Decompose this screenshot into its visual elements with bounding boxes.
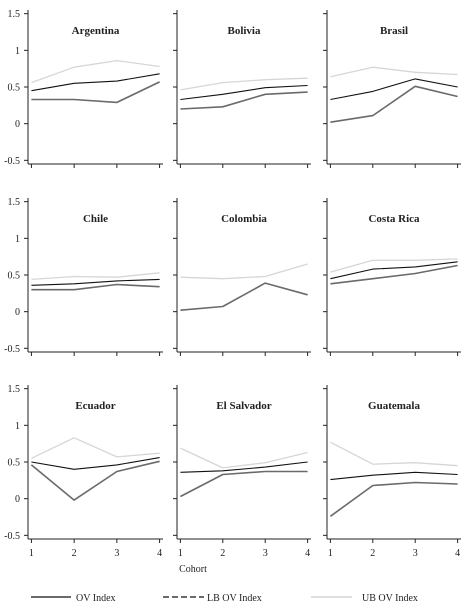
y-tick-label: 1 (15, 234, 20, 245)
panel-title: Colombia (221, 213, 267, 225)
legend-item-ub-ov-index: UB OV Index (311, 593, 418, 604)
panel-bolivia: Bolivia (173, 10, 311, 168)
panel-el-salvador: 1 2 3 4 El Salvador (173, 385, 311, 559)
x-tick-label: 1 (178, 548, 183, 559)
ub-series-line (180, 263, 308, 280)
panel-ecuador: -0.5 0 0.5 1 1.5 1 2 3 4 Ecuador (4, 384, 163, 559)
x-tick-label: 2 (370, 548, 375, 559)
panel-title: Ecuador (75, 400, 115, 412)
y-tick-label: -0.5 (4, 344, 20, 355)
ub-series-line (31, 272, 160, 281)
x-tick-label: 2 (220, 548, 225, 559)
panel-colombia: Colombia (173, 198, 311, 356)
y-tick-label: 1.5 (8, 384, 21, 395)
ub-series-line (180, 447, 308, 469)
panel-guatemala: 1 2 3 4 Guatemala (323, 385, 461, 559)
ub-series-line (180, 77, 308, 91)
y-tick-label: 0 (15, 119, 20, 130)
ov-series-line (180, 84, 308, 101)
y-tick-label: -0.5 (4, 531, 20, 542)
panel-title: Guatemala (368, 400, 420, 412)
ov-series-line (330, 78, 458, 101)
y-tick-label: 0.5 (8, 271, 21, 282)
y-tick-label: 1.5 (8, 9, 21, 20)
x-tick-label: 3 (114, 548, 119, 559)
x-tick-label: 4 (157, 548, 162, 559)
x-tick-label: 1 (328, 548, 333, 559)
x-tick-label: 4 (455, 548, 460, 559)
ov-series-line (330, 261, 458, 280)
panel-chile: -0.5 0 0.5 1 1.5 Chile (4, 197, 163, 356)
ov-series-line (180, 461, 308, 473)
y-tick-label: 0.5 (8, 458, 21, 469)
y-tick-label: -0.5 (4, 156, 20, 167)
ub-series-line (31, 437, 160, 459)
x-tick-label: 1 (29, 548, 34, 559)
y-tick-label: 1 (15, 421, 20, 432)
x-axis-label: Cohort (179, 564, 207, 575)
lb-series-line (180, 470, 308, 498)
panel-brasil: Brasil (323, 10, 461, 168)
panel-title: Chile (83, 213, 108, 225)
ov-series-line (31, 73, 160, 92)
x-tick-label: 4 (305, 548, 310, 559)
lb-series-line (180, 91, 308, 110)
panel-title: Argentina (72, 25, 120, 37)
ov-series-line (31, 278, 160, 286)
legend-label: UB OV Index (362, 593, 418, 604)
y-tick-label: 1.5 (8, 197, 21, 208)
panel-title: Bolivia (227, 25, 261, 37)
panel-title: Costa Rica (368, 213, 420, 225)
x-tick-label: 3 (413, 548, 418, 559)
y-tick-label: 0 (15, 494, 20, 505)
lb-series-line (180, 282, 308, 311)
panel-costa-rica: Costa Rica (323, 198, 461, 356)
ov-series-line (31, 457, 160, 470)
lb-series-line (330, 264, 458, 285)
legend-item-ov-index: OV Index (31, 593, 116, 604)
ub-series-line (330, 258, 458, 273)
lb-series-line (30, 460, 160, 501)
x-tick-label: 3 (263, 548, 268, 559)
panel-argentina: -0.5 0 0.5 1 1.5 Argentina (4, 9, 163, 168)
legend-label: OV Index (76, 593, 116, 604)
y-tick-label: 1 (15, 46, 20, 57)
ov-series-line (330, 471, 458, 481)
lb-series-line (329, 481, 458, 517)
y-tick-label: 0.5 (8, 83, 21, 94)
ub-series-line (330, 441, 458, 467)
legend-item-lb-ov-index: LB OV Index (163, 593, 262, 604)
panel-title: Brasil (380, 25, 408, 37)
lb-series-line (330, 85, 458, 123)
y-tick-label: 0 (15, 307, 20, 318)
ub-series-line (31, 59, 160, 84)
x-tick-label: 2 (72, 548, 77, 559)
panel-title: El Salvador (216, 400, 271, 412)
lb-series-line (31, 283, 160, 291)
legend-label: LB OV Index (207, 593, 262, 604)
lb-series-line (31, 81, 160, 104)
ub-series-line (330, 66, 458, 78)
